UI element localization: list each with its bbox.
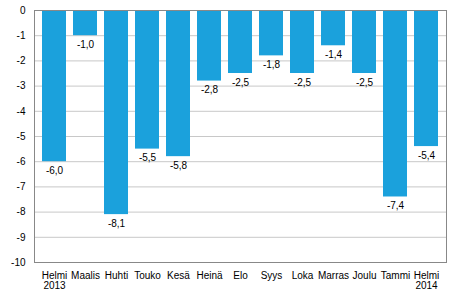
svg-text:-7: -7 (17, 181, 26, 192)
svg-text:-9: -9 (17, 232, 26, 243)
svg-text:-1: -1 (17, 30, 26, 41)
svg-text:-8: -8 (17, 206, 26, 217)
svg-text:-10: -10 (11, 257, 26, 268)
svg-text:Helmi2014: Helmi2014 (414, 270, 440, 291)
svg-text:-5,4: -5,4 (418, 150, 436, 161)
svg-text:Loka: Loka (292, 270, 314, 281)
svg-text:Tammi: Tammi (381, 270, 410, 281)
svg-text:-1,0: -1,0 (77, 39, 95, 50)
svg-text:-8,1: -8,1 (108, 218, 126, 229)
svg-text:Maalis: Maalis (71, 270, 100, 281)
svg-text:-1,4: -1,4 (325, 49, 343, 60)
svg-text:-5,5: -5,5 (139, 152, 157, 163)
svg-text:-4: -4 (17, 106, 26, 117)
svg-text:Joulu: Joulu (353, 270, 377, 281)
svg-text:-1,8: -1,8 (263, 59, 281, 70)
svg-text:-2: -2 (17, 55, 26, 66)
svg-text:Helmi2013: Helmi2013 (42, 270, 68, 291)
svg-text:Touko: Touko (134, 270, 161, 281)
svg-text:-2,5: -2,5 (232, 77, 250, 88)
svg-text:-2,5: -2,5 (356, 77, 374, 88)
svg-text:-6: -6 (17, 156, 26, 167)
svg-text:Elo: Elo (233, 270, 248, 281)
svg-text:-5,8: -5,8 (170, 160, 188, 171)
svg-text:-3: -3 (17, 80, 26, 91)
svg-text:Kesä: Kesä (167, 270, 190, 281)
svg-text:0: 0 (20, 5, 26, 16)
svg-text:-2,8: -2,8 (201, 84, 219, 95)
svg-text:Heinä: Heinä (196, 270, 223, 281)
svg-text:-2,5: -2,5 (294, 77, 312, 88)
svg-text:-6,0: -6,0 (46, 165, 64, 176)
svg-text:Syys: Syys (261, 270, 283, 281)
svg-text:Marras: Marras (318, 270, 349, 281)
svg-text:-5: -5 (17, 131, 26, 142)
svg-text:-7,4: -7,4 (387, 200, 405, 211)
svg-text:Huhti: Huhti (105, 270, 128, 281)
